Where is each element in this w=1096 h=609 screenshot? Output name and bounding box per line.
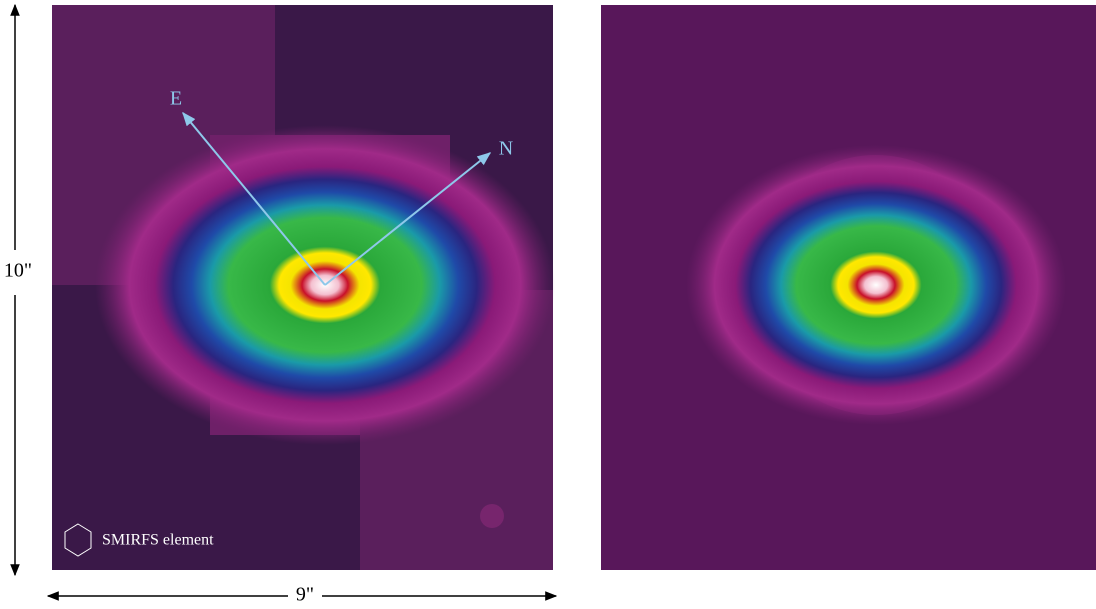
right-panel: [601, 5, 1096, 570]
height-label: 10": [4, 260, 32, 282]
width-label: 9": [296, 584, 314, 606]
left-panel: E N SMIRFS element: [52, 5, 555, 570]
scale-arrows: 10" 9": [4, 3, 558, 606]
legend-label: SMIRFS element: [102, 532, 214, 549]
east-label: E: [170, 88, 182, 110]
hexagon-icon: [64, 523, 92, 557]
north-label: N: [499, 138, 513, 160]
